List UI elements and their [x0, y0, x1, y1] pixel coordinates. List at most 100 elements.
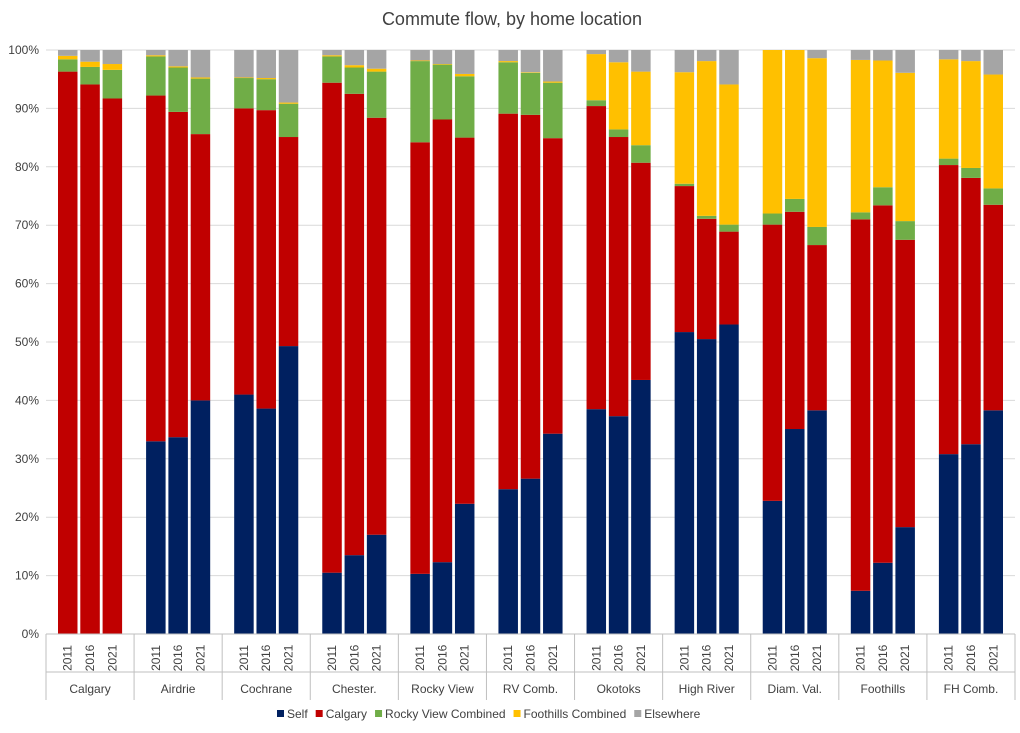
bar-segment-elsewhere: [938, 50, 959, 60]
bar-segment-foothills-combined: [410, 60, 430, 62]
x-tick-year-label: 2021: [722, 644, 736, 671]
bar-segment-foothills-combined: [520, 72, 541, 73]
bar-segment-rocky-view-combined: [762, 213, 783, 225]
bar-segment-rocky-view-combined: [631, 145, 651, 163]
bar-segment-calgary: [543, 138, 563, 434]
bar-segment-foothills-combined: [344, 65, 365, 68]
bar-segment-self: [520, 478, 541, 634]
bar-segment-rocky-view-combined: [520, 72, 541, 115]
bar-segment-rocky-view-combined: [498, 62, 518, 114]
bar-segment-foothills-combined: [631, 71, 651, 146]
bar-segment-calgary: [961, 177, 981, 445]
legend-label: Elsewhere: [644, 707, 700, 721]
bar-segment-elsewhere: [873, 50, 893, 61]
x-tick-year-label: 2016: [876, 644, 890, 671]
bar-segment-calgary: [873, 205, 893, 563]
bar-segment-self: [543, 433, 563, 634]
bar-layer: [58, 50, 1003, 635]
x-tick-year-label: 2016: [788, 644, 802, 671]
bar-segment-rocky-view-combined: [873, 187, 893, 206]
bar-segment-rocky-view-combined: [322, 56, 342, 83]
bar-segment-rocky-view-combined: [432, 64, 453, 120]
x-tick-year-label: 2021: [370, 644, 384, 671]
bar-segment-foothills-combined: [608, 62, 629, 130]
x-group-label: High River: [679, 682, 735, 696]
bar-segment-foothills-combined: [168, 66, 188, 68]
bar-segment-foothills-combined: [278, 102, 299, 104]
y-tick-label: 0%: [22, 627, 40, 641]
bar-segment-foothills-combined: [696, 61, 717, 216]
legend-label: Self: [287, 707, 308, 721]
bar-segment-elsewhere: [344, 50, 365, 66]
y-tick-label: 90%: [15, 101, 39, 115]
bar-segment-self: [278, 346, 299, 634]
x-tick-year-label: 2021: [898, 644, 912, 671]
x-tick-year-label: 2016: [435, 644, 449, 671]
bar-segment-elsewhere: [983, 50, 1003, 75]
bar-segment-rocky-view-combined: [454, 76, 475, 138]
bar-segment-self: [696, 339, 717, 634]
bar-segment-elsewhere: [631, 50, 651, 72]
bar-segment-rocky-view-combined: [256, 79, 276, 111]
bar-segment-calgary: [520, 114, 541, 479]
x-tick-year-label: 2011: [325, 645, 339, 671]
bar-segment-rocky-view-combined: [850, 212, 871, 220]
bar-segment-calgary: [432, 119, 453, 563]
y-tick-label: 70%: [15, 218, 39, 232]
bar-segment-self: [344, 555, 365, 634]
bar-segment-self: [322, 572, 342, 634]
bar-segment-self: [674, 332, 695, 634]
bar-segment-calgary: [80, 84, 100, 634]
bar-segment-elsewhere: [234, 50, 254, 78]
x-tick-year-label: 2011: [589, 645, 603, 671]
x-group-label: FH Comb.: [944, 682, 999, 696]
bar-segment-calgary: [807, 245, 827, 411]
bar-segment-rocky-view-combined: [410, 61, 430, 143]
x-group-label: Calgary: [69, 682, 110, 696]
y-tick-label: 80%: [15, 160, 39, 174]
legend: Self Calgary Rocky View Combined Foothills …: [277, 707, 701, 721]
bar-segment-rocky-view-combined: [168, 67, 188, 112]
x-tick-year-label: 2016: [612, 644, 626, 671]
bar-segment-self: [895, 527, 915, 634]
bar-segment-self: [873, 562, 893, 634]
bar-segment-elsewhere: [498, 50, 518, 62]
x-tick-year-label: 2016: [524, 644, 538, 671]
x-tick-year-label: 2016: [171, 644, 185, 671]
bar-segment-rocky-view-combined: [586, 100, 607, 107]
bar-segment-self: [938, 454, 959, 634]
y-tick-label: 20%: [15, 510, 39, 524]
y-tick-label: 30%: [15, 452, 39, 466]
x-tick-year-label: 2021: [193, 644, 207, 671]
bar-segment-elsewhere: [696, 50, 717, 62]
bar-segment-elsewhere: [543, 50, 563, 82]
bar-segment-foothills-combined: [80, 61, 100, 67]
bar-segment-calgary: [366, 117, 387, 535]
x-tick-year-label: 2021: [458, 644, 472, 671]
x-tick-year-label: 2021: [810, 644, 824, 671]
bar-segment-foothills-combined: [190, 77, 211, 79]
legend-label: Calgary: [326, 707, 367, 721]
bar-segment-foothills-combined: [785, 50, 805, 199]
bar-segment-elsewhere: [410, 50, 430, 61]
bar-segment-calgary: [410, 142, 430, 574]
bar-segment-elsewhere: [719, 50, 739, 85]
x-group-label: RV Comb.: [503, 682, 558, 696]
x-tick-year-label: 2021: [282, 644, 296, 671]
bar-segment-rocky-view-combined: [938, 158, 959, 166]
x-tick-year-label: 2011: [237, 645, 251, 671]
bar-segment-foothills-combined: [454, 73, 475, 77]
bar-segment-elsewhere: [674, 50, 695, 73]
bar-segment-elsewhere: [961, 50, 981, 62]
bar-segment-rocky-view-combined: [190, 78, 211, 135]
x-group-label: Chester.: [332, 682, 377, 696]
bar-segment-calgary: [586, 106, 607, 410]
legend-swatch: [315, 710, 323, 717]
bar-segment-rocky-view-combined: [234, 78, 254, 109]
bar-segment-rocky-view-combined: [608, 129, 629, 138]
bar-segment-rocky-view-combined: [961, 167, 981, 178]
y-tick-label: 10%: [15, 569, 39, 583]
bar-segment-calgary: [762, 224, 783, 501]
legend-swatch: [513, 710, 521, 717]
